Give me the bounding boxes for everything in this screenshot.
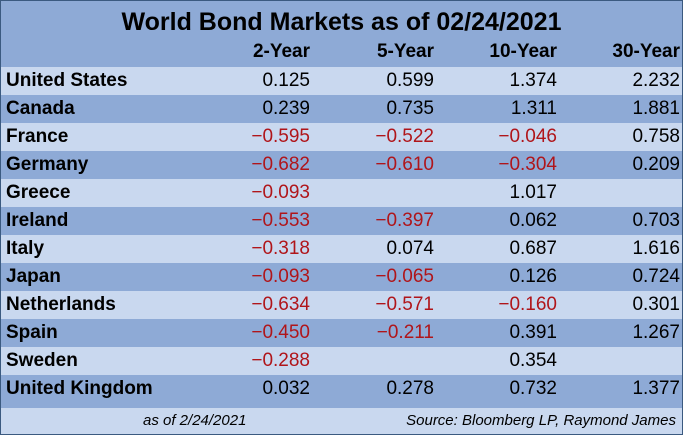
yield-value: 1.267 [632, 322, 680, 343]
yield-value: 1.017 [509, 182, 557, 203]
table-row: Japan −0.093 −0.065 0.126 0.724 [1, 263, 682, 291]
yield-value: 0.209 [632, 154, 680, 175]
yield-value: 0.354 [509, 350, 557, 371]
yield-value: −0.046 [498, 126, 557, 147]
table-row: United Kingdom 0.032 0.278 0.732 1.377 [1, 375, 682, 403]
yield-value: −0.634 [251, 294, 310, 315]
yield-value: 0.301 [632, 294, 680, 315]
yield-value: 0.703 [632, 210, 680, 231]
country-name: Canada [6, 98, 75, 119]
yield-value: 0.758 [632, 126, 680, 147]
table-title: World Bond Markets as of 02/24/2021 [121, 8, 562, 36]
yield-value: 0.735 [386, 98, 434, 119]
table-row: Ireland −0.553 −0.397 0.062 0.703 [1, 207, 682, 235]
header-30-year: 30-Year [612, 41, 680, 62]
yield-value: 0.599 [386, 70, 434, 91]
yield-value: −0.397 [375, 210, 434, 231]
header-2-year: 2-Year [252, 41, 310, 62]
yield-value: −0.682 [251, 154, 310, 175]
table-row: France −0.595 −0.522 −0.046 0.758 [1, 123, 682, 151]
yield-value: 0.125 [262, 70, 310, 91]
country-name: Netherlands [6, 294, 116, 315]
country-name: United States [6, 70, 128, 91]
table-row: Sweden −0.288 0.354 [1, 347, 682, 375]
yield-value: 0.724 [632, 266, 680, 287]
table-row: Italy −0.318 0.074 0.687 1.616 [1, 235, 682, 263]
yield-value: 2.232 [632, 70, 680, 91]
yield-value: −0.450 [251, 322, 310, 343]
yield-value [334, 179, 434, 207]
yield-value: −0.211 [376, 322, 434, 343]
yield-value: 0.278 [386, 378, 434, 399]
yield-value: −0.160 [498, 294, 557, 315]
yield-value: −0.065 [375, 266, 434, 287]
country-name: Germany [6, 154, 89, 175]
yield-value: −0.571 [375, 294, 434, 315]
yield-value: 1.311 [510, 98, 557, 119]
country-name: United Kingdom [6, 378, 153, 399]
yield-value: 0.687 [509, 238, 557, 259]
table-row: Spain −0.450 −0.211 0.391 1.267 [1, 319, 682, 347]
table-row: United States 0.125 0.599 1.374 2.232 [1, 67, 682, 95]
yield-value: −0.318 [251, 238, 310, 259]
header-10-year: 10-Year [489, 41, 557, 62]
table-row: Germany −0.682 −0.610 −0.304 0.209 [1, 151, 682, 179]
country-name: Japan [6, 266, 61, 287]
yield-value: 0.239 [262, 98, 310, 119]
country-name: Sweden [6, 350, 78, 371]
yield-value: 1.616 [632, 238, 680, 259]
yield-value: 0.062 [509, 210, 557, 231]
yield-value [580, 347, 680, 375]
table-footer: as of 2/24/2021 Source: Bloomberg LP, Ra… [1, 408, 682, 434]
country-name: Italy [6, 238, 45, 259]
source-note: Source: Bloomberg LP, Raymond James [406, 412, 676, 429]
country-name: Spain [6, 322, 58, 343]
header-5-year: 5-Year [376, 41, 434, 62]
yield-value: 0.732 [509, 378, 557, 399]
yield-value: −0.288 [251, 350, 310, 371]
yield-value: −0.093 [251, 182, 310, 203]
table-row: Canada 0.239 0.735 1.311 1.881 [1, 95, 682, 123]
country-name: Greece [6, 182, 71, 203]
yield-value: −0.093 [251, 266, 310, 287]
yield-value [580, 179, 680, 207]
yield-value: 1.377 [632, 378, 680, 399]
yield-value: −0.304 [498, 154, 557, 175]
yield-value: −0.522 [375, 126, 434, 147]
yield-value: 1.374 [509, 70, 557, 91]
yield-value: 0.391 [509, 322, 557, 343]
yield-value: −0.610 [375, 154, 434, 175]
yield-value [334, 347, 434, 375]
yield-value: 1.881 [632, 98, 680, 119]
yield-value: −0.553 [251, 210, 310, 231]
table-row: Netherlands −0.634 −0.571 −0.160 0.301 [1, 291, 682, 319]
yield-value: 0.074 [386, 238, 434, 259]
yield-value: −0.595 [251, 126, 310, 147]
as-of-date: as of 2/24/2021 [143, 412, 247, 429]
country-name: Ireland [6, 210, 69, 231]
yield-value: 0.032 [262, 378, 310, 399]
country-name: France [6, 126, 69, 147]
yield-value: 0.126 [509, 266, 557, 287]
table-row: Greece −0.093 1.017 [1, 179, 682, 207]
